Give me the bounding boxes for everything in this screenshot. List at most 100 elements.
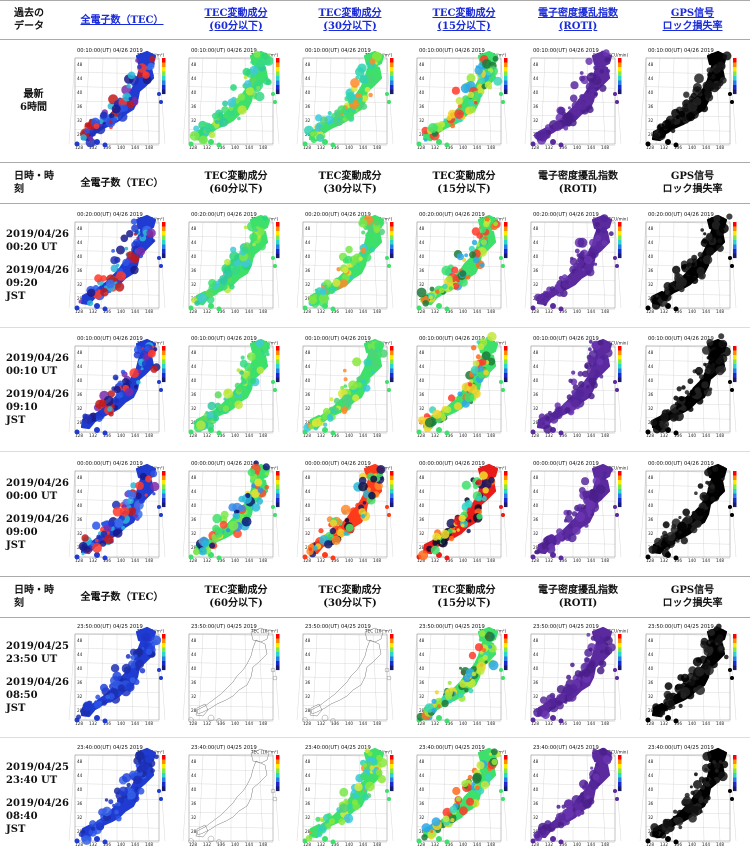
lon-tick: 140 [573, 145, 581, 150]
lon-tick: 136 [674, 842, 682, 847]
lon-tick: 140 [688, 721, 696, 726]
lon-tick: 148 [601, 721, 609, 726]
spacer [6, 666, 65, 676]
ionosphere-map[interactable]: 23:40:00(UT) 04/25 2019ROTI (TECU/min)48… [523, 743, 633, 854]
column-header-link[interactable]: TEC変動成分 (30分以下) [318, 8, 382, 32]
ionosphere-map[interactable]: 00:00:00(UT) 04/26 2019ROTI (TECU/min)48… [523, 459, 633, 570]
ionosphere-map[interactable]: 23:50:00(UT) 04/25 2019LOL (%)4844403632… [638, 622, 748, 733]
lon-tick: 132 [317, 433, 325, 438]
map-cell[interactable]: 00:10:00(UT) 04/26 2019LOL (%)4844403632… [635, 328, 750, 451]
colorbar [276, 57, 280, 94]
lon-tick: 132 [545, 558, 553, 563]
map-cell[interactable]: 23:40:00(UT) 04/25 2019LOL (%)4844403632… [635, 738, 750, 859]
map-cell[interactable]: 23:50:00(UT) 04/25 2019LOL (%)4844403632… [635, 618, 750, 737]
map-cell[interactable]: 00:10:00(UT) 04/26 2019LOL (%)4844403632… [635, 40, 750, 162]
map-cell[interactable]: 00:10:00(UT) 04/26 2019ROTI (TECU/min)48… [521, 40, 635, 162]
lat-tick: 28 [533, 420, 539, 425]
ionosphere-map[interactable]: 00:10:00(UT) 04/26 2019LOL (%)4844403632… [638, 46, 748, 157]
utc-time: 2019/04/25 23:50 UT [6, 641, 69, 665]
column-header-link[interactable]: TEC変動成分 (60分以下) [204, 8, 268, 32]
ionosphere-map[interactable]: 00:00:00(UT) 04/26 2019LOL (%)4844403632… [638, 459, 748, 570]
lon-tick: 140 [345, 842, 353, 847]
lat-tick: 36 [191, 104, 197, 109]
lat-tick: 32 [191, 531, 197, 536]
ionosphere-map[interactable]: 00:20:00(UT) 04/26 2019LOL (%)4844403632… [638, 210, 748, 321]
lat-tick: 48 [419, 759, 425, 764]
column-header: 全電子数（TEC） [80, 177, 164, 189]
ionosphere-map[interactable]: 00:20:00(UT) 04/26 2019ROTI (TECU/min)48… [523, 210, 633, 321]
column-header-link[interactable]: TEC変動成分 (15分以下) [432, 8, 496, 32]
map-cell[interactable]: 23:40:00(UT) 04/25 2019ROTI (TECU/min)48… [521, 738, 635, 859]
map-timestamp: 00:10:00(UT) 04/26 2019 [77, 48, 143, 54]
map-cell[interactable]: 00:00:00(UT) 04/26 2019LOL (%)4844403632… [635, 452, 750, 576]
map-cell[interactable]: 23:50:00(UT) 04/25 2019ROTI (TECU/min)48… [521, 618, 635, 737]
ionosphere-map[interactable]: 23:40:00(UT) 04/25 2019LOL (%)4844403632… [638, 743, 748, 854]
map-cell[interactable]: 00:20:00(UT) 04/26 2019ROTI (TECU/min)48… [521, 204, 635, 327]
map-cell[interactable]: 00:00:00(UT) 04/26 2019ROTI (TECU/min)48… [521, 452, 635, 576]
ionosphere-map[interactable]: 00:10:00(UT) 04/26 2019LOL (%)4844403632… [638, 333, 748, 445]
map-overlay [302, 50, 391, 147]
map-cell[interactable]: 00:20:00(UT) 04/26 2019LOL (%)4844403632… [635, 204, 750, 327]
lat-tick: 48 [305, 226, 311, 231]
lon-tick: 148 [601, 145, 609, 150]
ionosphere-map[interactable]: 00:10:00(UT) 04/26 2019ROTI (TECU/min)48… [523, 46, 633, 157]
ionosphere-map[interactable]: 00:10:00(UT) 04/26 2019ROTI (TECU/min)48… [523, 334, 633, 445]
lon-tick: 140 [459, 145, 467, 150]
column-header-link[interactable]: 全電子数（TEC） [80, 14, 164, 26]
map-timestamp: 00:10:00(UT) 04/26 2019 [533, 336, 599, 342]
column-header-link[interactable]: GPS信号 ロック損失率 [662, 8, 723, 32]
ionosphere-map[interactable]: 23:50:00(UT) 04/25 2019ROTI (TECU/min)48… [523, 622, 633, 733]
column-header-link[interactable]: 電子密度擾乱指数 (ROTI) [538, 8, 618, 32]
lon-tick: 144 [359, 433, 367, 438]
map-cell[interactable]: 00:10:00(UT) 04/26 2019ROTI (TECU/min)48… [521, 328, 635, 451]
